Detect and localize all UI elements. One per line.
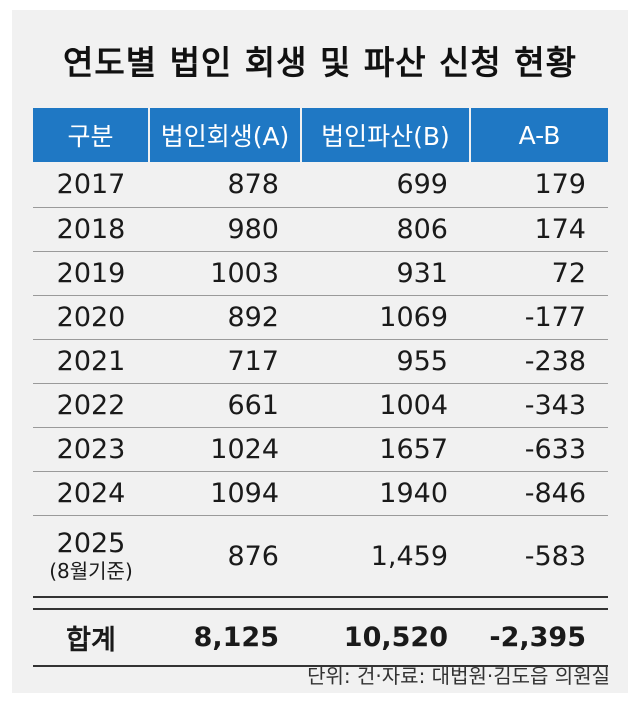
- bankruptcy-value: 1004: [301, 383, 470, 428]
- bankruptcy-value: 1069: [301, 295, 470, 340]
- table-row: 2020 892 1069 -177: [33, 295, 608, 340]
- bankruptcy-value: 955: [301, 339, 470, 384]
- difference-value: 174: [470, 207, 608, 252]
- table-row: 2025 (8월기준) 876 1,459 -583: [33, 515, 608, 598]
- year-label: 2021: [56, 345, 126, 377]
- difference-value: -238: [470, 339, 608, 384]
- column-header-bankruptcy: 법인파산(B): [300, 108, 470, 162]
- bankruptcy-value: 1940: [301, 471, 470, 516]
- data-table: 구분 법인회생(A) 법인파산(B) A-B 2017 878 699 179 2018…: [33, 108, 608, 667]
- table-row: 2017 878 699 179: [33, 162, 608, 208]
- year-label: 2019: [56, 257, 126, 289]
- source-footnote: 단위: 건·자료: 대법원·김도읍 의원실: [307, 664, 610, 688]
- total-difference: -2,395: [470, 608, 608, 667]
- bankruptcy-value: 1657: [301, 427, 470, 472]
- rehabilitation-value: 980: [149, 207, 301, 252]
- difference-value: -343: [470, 383, 608, 428]
- bankruptcy-value: 931: [301, 251, 470, 296]
- year-label: 2024: [56, 477, 126, 509]
- chart-title: 연도별 법인 회생 및 파산 신청 현황: [63, 43, 577, 82]
- year-label: 2020: [56, 301, 126, 333]
- bankruptcy-value: 806: [301, 207, 470, 252]
- difference-value: -177: [470, 295, 608, 340]
- table-row: 2022 661 1004 -343: [33, 383, 608, 428]
- table-body: 2017 878 699 179 2018 980 806 174 2019 1003 931 72 2…: [33, 162, 608, 598]
- row-year: 2019: [33, 251, 149, 296]
- bankruptcy-value: 1,459: [301, 515, 470, 598]
- year-label: 2022: [56, 389, 126, 421]
- year-label: 2023: [56, 433, 126, 465]
- rehabilitation-value: 717: [149, 339, 301, 384]
- rehabilitation-value: 876: [149, 515, 301, 598]
- rehabilitation-value: 1094: [149, 471, 301, 516]
- rehabilitation-value: 892: [149, 295, 301, 340]
- column-header-difference: A-B: [469, 108, 608, 162]
- total-label: 합계: [33, 608, 149, 667]
- row-year: 2022: [33, 383, 149, 428]
- table-row: 2023 1024 1657 -633: [33, 427, 608, 472]
- row-year: 2023: [33, 427, 149, 472]
- row-year: 2025 (8월기준): [33, 515, 149, 598]
- total-bankruptcy: 10,520: [301, 608, 470, 667]
- column-header-category: 구분: [33, 108, 149, 162]
- year-note: (8월기준): [49, 559, 133, 583]
- difference-value: -583: [470, 515, 608, 598]
- rehabilitation-value: 1003: [149, 251, 301, 296]
- row-year: 2021: [33, 339, 149, 384]
- rehabilitation-value: 878: [149, 162, 301, 208]
- table-card: 연도별 법인 회생 및 파산 신청 현황 구분 법인회생(A) 법인파산(B) …: [12, 10, 628, 693]
- row-year: 2020: [33, 295, 149, 340]
- year-label: 2018: [56, 213, 126, 245]
- difference-value: -846: [470, 471, 608, 516]
- table-row: 2019 1003 931 72: [33, 251, 608, 296]
- table-row: 2024 1094 1940 -846: [33, 471, 608, 516]
- total-row: 합계 8,125 10,520 -2,395: [33, 608, 608, 667]
- header-row: 구분 법인회생(A) 법인파산(B) A-B: [33, 108, 608, 162]
- column-header-rehabilitation: 법인회생(A): [148, 108, 301, 162]
- year-label: 2025: [56, 528, 126, 559]
- year-label: 2017: [56, 168, 126, 200]
- difference-value: 72: [470, 251, 608, 296]
- table-row: 2021 717 955 -238: [33, 339, 608, 384]
- table-row: 2018 980 806 174: [33, 207, 608, 252]
- row-year: 2017: [33, 162, 149, 208]
- total-rehabilitation: 8,125: [149, 608, 301, 667]
- row-year: 2024: [33, 471, 149, 516]
- rehabilitation-value: 1024: [149, 427, 301, 472]
- difference-value: 179: [470, 162, 608, 208]
- row-year: 2018: [33, 207, 149, 252]
- difference-value: -633: [470, 427, 608, 472]
- bankruptcy-value: 699: [301, 162, 470, 208]
- rehabilitation-value: 661: [149, 383, 301, 428]
